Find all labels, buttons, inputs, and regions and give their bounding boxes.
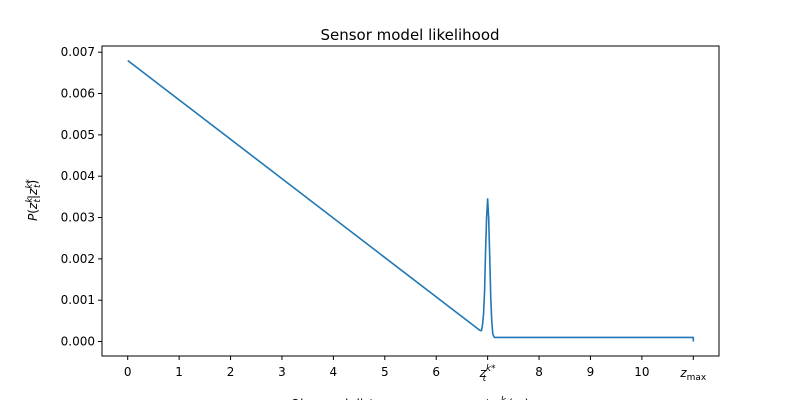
y-axis-label: P(zkt|zk*t) [25, 178, 43, 221]
x-tick-label: 5 [381, 365, 389, 379]
x-tick-label: 8 [535, 365, 543, 379]
x-tick-label: 6 [432, 365, 440, 379]
y-axis-ticks: 0.000 0.001 0.002 0.003 0.004 0.005 0.006 0.007 [61, 45, 102, 349]
x-tick-label: 9 [587, 365, 595, 379]
x-axis-ticks: 0 1 2 3 4 5 6 8 9 10 zk* t zmax [124, 356, 707, 384]
y-tick-label: 0.002 [61, 252, 95, 266]
x-tick-label: 0 [124, 365, 132, 379]
series-layer [127, 59, 695, 342]
y-tick-label: 0.006 [61, 87, 95, 101]
x-tick-label: 3 [278, 365, 286, 379]
x-tick-label: 10 [634, 365, 649, 379]
y-tick-label: 0.003 [61, 211, 95, 225]
y-tick-label: 0.007 [61, 45, 95, 59]
y-tick-label: 0.001 [61, 293, 95, 307]
likelihood-series-line [127, 59, 695, 342]
y-tick-label: 0.004 [61, 169, 95, 183]
x-tick-label-special: zk* t [479, 364, 497, 384]
x-axis-label-text: Observed distance measurement zkt (m) [291, 396, 530, 400]
plot-frame [101, 45, 720, 357]
x-tick-label-special: zmax [679, 366, 707, 383]
x-tick-label: 4 [330, 365, 338, 379]
y-axis-label-text: P(zkt|zk*t) [25, 178, 43, 221]
x-tick-label: 2 [227, 365, 235, 379]
y-tick-label: 0.005 [61, 128, 95, 142]
x-tick-label: 1 [175, 365, 183, 379]
y-tick-label: 0.000 [61, 335, 95, 349]
chart-title: Sensor model likelihood [320, 26, 499, 44]
x-axis-label: Observed distance measurement zkt (m) [291, 396, 530, 400]
